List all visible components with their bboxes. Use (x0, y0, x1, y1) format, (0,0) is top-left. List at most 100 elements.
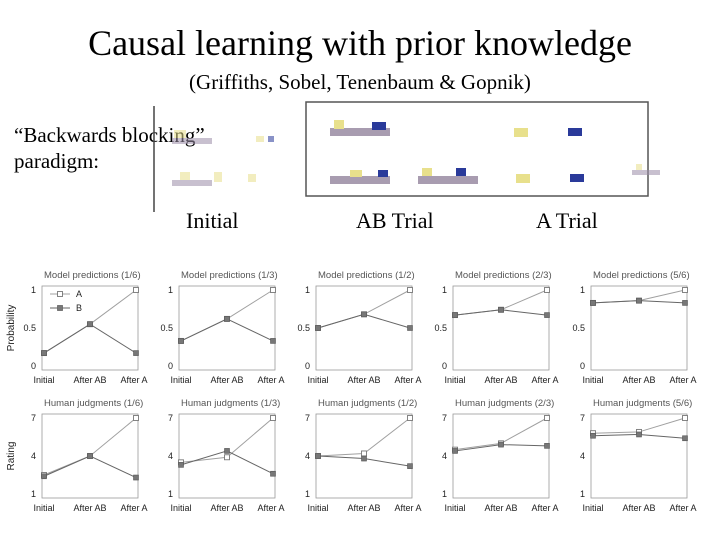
point-b (224, 448, 230, 454)
x-tick-label: After AB (622, 375, 655, 385)
point-b (41, 350, 47, 356)
point-a (544, 287, 550, 293)
point-b (133, 474, 139, 481)
chart-legend: AB (50, 289, 82, 313)
plot-frame (41, 285, 139, 371)
point-b (544, 312, 550, 318)
point-b (133, 350, 139, 356)
slide-title: Causal learning with prior knowledge (88, 23, 632, 63)
x-tick-label: After AB (73, 503, 106, 513)
plot-frame (41, 413, 139, 499)
point-a (682, 287, 688, 293)
point-a (407, 415, 413, 421)
x-tick-label: After A (531, 503, 558, 513)
series-line-a (317, 417, 411, 457)
chart-title: Human judgments (1/2) (318, 398, 417, 409)
y-tick-label: 4 (31, 451, 36, 461)
x-tick-label: Initial (444, 375, 465, 385)
ab-trial-image (330, 120, 478, 184)
point-b (544, 443, 550, 449)
point-a (361, 450, 367, 457)
x-tick-label: Initial (170, 503, 191, 513)
y-tick-label: 4 (442, 451, 447, 461)
y-tick-label: 1 (442, 489, 447, 499)
y-tick-label: 1 (580, 285, 585, 295)
x-tick-label: After AB (484, 503, 517, 513)
plot-frame (315, 285, 413, 371)
chart-8: Human judgments (1/2) 1 4 7 Initial After AB A… (305, 398, 422, 513)
phase-label-a-trial: A Trial (536, 208, 598, 233)
chart-3: Model predictions (1/2) 0 0.5 1 Initial After… (297, 270, 421, 385)
chart-1: Model predictions (1/6) 0 0.5 1 Initial After… (6, 270, 148, 385)
x-tick-label: After A (257, 503, 284, 513)
point-b (636, 297, 642, 304)
series-line-a (43, 417, 137, 476)
y-axis-label: Rating (6, 442, 17, 471)
point-b (41, 473, 47, 480)
point-b (315, 325, 321, 331)
plot-frame (178, 413, 276, 499)
legend-label: A (76, 289, 82, 299)
x-tick-label: After A (669, 375, 696, 385)
y-tick-label: 1 (31, 489, 36, 499)
x-tick-label: After A (394, 503, 421, 513)
x-tick-label: After A (669, 503, 696, 513)
series-line-b (43, 455, 137, 478)
point-b (682, 435, 688, 442)
point-b (224, 316, 230, 322)
chart-5: Model predictions (5/6) 0 0.5 1 Initial After… (572, 270, 696, 385)
point-a (682, 415, 688, 421)
point-b (636, 431, 642, 438)
point-b (87, 321, 93, 328)
y-tick-label: 4 (305, 451, 310, 461)
legend-label: B (76, 303, 82, 313)
point-b (452, 312, 458, 318)
chart-title: Model predictions (1/2) (318, 270, 415, 281)
point-a (544, 415, 550, 421)
x-tick-label: After A (531, 375, 558, 385)
y-tick-label: 7 (305, 413, 310, 423)
y-tick-label: 0.5 (297, 323, 310, 333)
x-tick-label: After A (394, 375, 421, 385)
x-tick-label: After AB (210, 503, 243, 513)
point-b (87, 453, 93, 459)
point-a (133, 415, 139, 421)
extra-trial-thumbnail (632, 164, 660, 175)
results-charts: Model predictions (1/6) 0 0.5 1 Initial After… (6, 270, 697, 513)
stimulus-illustration (153, 101, 660, 212)
chart-4: Model predictions (2/3) 0 0.5 1 Initial After… (434, 270, 558, 385)
y-tick-label: 0 (580, 361, 585, 371)
y-tick-label: 4 (580, 451, 585, 461)
point-b (407, 325, 413, 331)
point-b (590, 432, 596, 439)
legend-swatch-marker (57, 291, 63, 297)
chart-title: Model predictions (1/6) (44, 270, 141, 281)
point-b (178, 338, 184, 344)
a-trial-image (514, 128, 584, 183)
point-b (498, 306, 504, 313)
x-tick-label: Initial (33, 375, 54, 385)
chart-title: Model predictions (5/6) (593, 270, 690, 281)
x-tick-label: After AB (347, 375, 380, 385)
y-tick-label: 0.5 (434, 323, 447, 333)
point-b (452, 448, 458, 454)
chart-title: Human judgments (1/6) (44, 398, 143, 409)
y-tick-label: 0 (442, 361, 447, 371)
point-b (270, 470, 276, 477)
chart-title: Human judgments (1/3) (181, 398, 280, 409)
point-a (133, 287, 139, 293)
paradigm-label: “Backwards blocking” paradigm: (14, 122, 205, 174)
point-b (361, 311, 367, 318)
y-tick-label: 7 (31, 413, 36, 423)
y-tick-label: 1 (168, 489, 173, 499)
y-tick-label: 1 (305, 285, 310, 295)
chart-6: Human judgments (1/6) 1 4 7 Initial After AB A… (6, 398, 148, 513)
point-b (682, 300, 688, 306)
x-tick-label: Initial (307, 375, 328, 385)
point-a (224, 454, 230, 461)
x-tick-label: After A (120, 503, 147, 513)
x-tick-label: Initial (170, 375, 191, 385)
x-tick-label: After A (257, 375, 284, 385)
plot-frame (590, 413, 688, 499)
y-tick-label: 1 (168, 285, 173, 295)
